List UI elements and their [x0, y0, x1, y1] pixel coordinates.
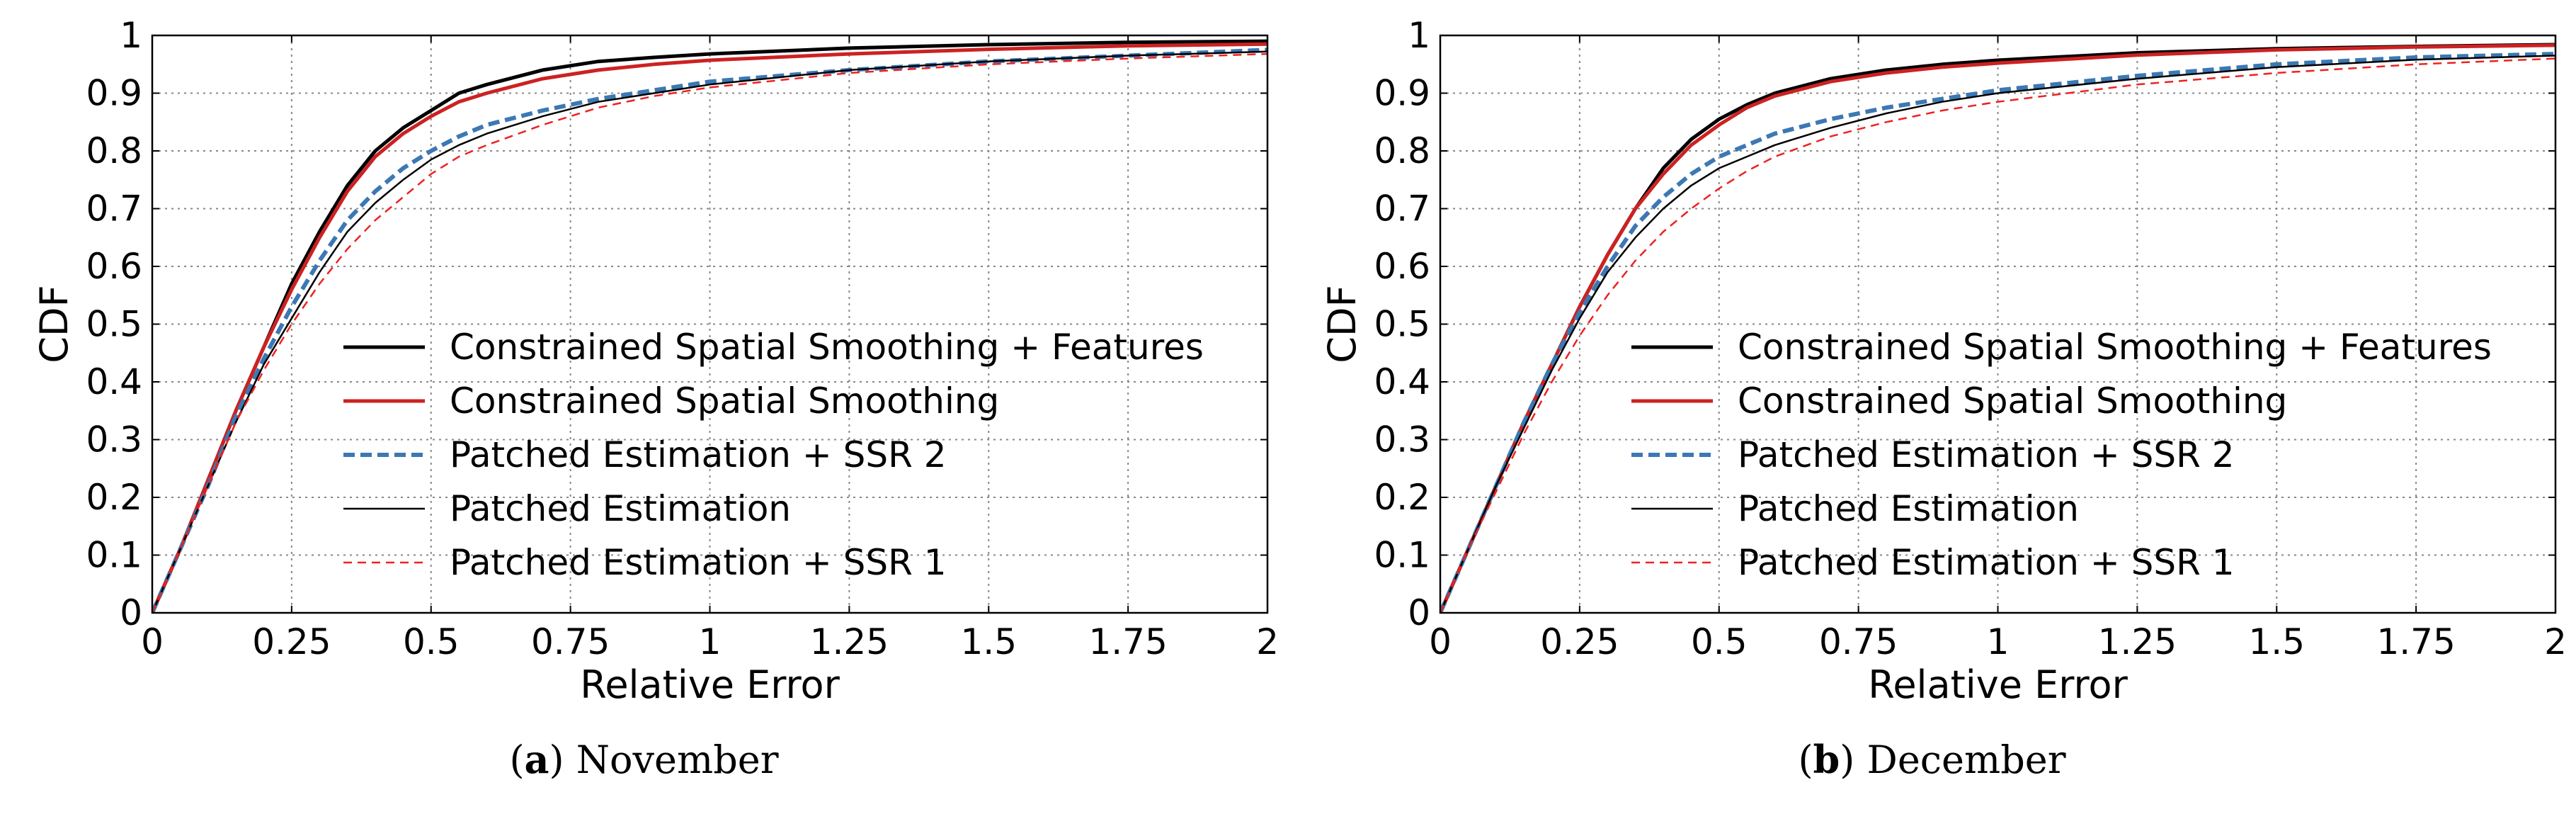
legend: Constrained Spatial Smoothing + Features…	[343, 327, 1204, 583]
x-tick-label: 1.25	[2098, 621, 2177, 662]
axes: 0 0.25 0.5 0.75 1 1.25 1.5 1.75 2 0 0.1 0.2 0.3 0.4 0.…	[86, 15, 1278, 662]
y-tick-label: 0.1	[86, 535, 142, 576]
x-tick-label: 2	[1256, 621, 1279, 662]
y-tick-label: 0.7	[1374, 188, 1430, 230]
legend-label-4: Patched Estimation	[1738, 488, 2079, 529]
y-tick-label: 0.2	[86, 477, 142, 518]
plot-frame	[1439, 34, 2557, 614]
legend-label-4: Patched Estimation	[450, 488, 791, 529]
legend-label-2: Constrained Spatial Smoothing	[450, 380, 999, 422]
series-line-3	[152, 47, 1267, 613]
caption-november: (a) November	[509, 737, 779, 782]
series-line-5	[152, 52, 1267, 613]
panel-label: b	[1813, 737, 1840, 782]
x-tick-label: 1	[1987, 621, 2010, 662]
panel-november: 0 0.25 0.5 0.75 1 1.25 1.5 1.75 2 0 0.1 0.2 0.3 0.4 0.…	[32, 15, 1279, 782]
series-lines	[1440, 43, 2555, 613]
y-axis-label: CDF	[32, 285, 76, 363]
y-tick-label: 0.7	[86, 188, 142, 230]
plot-frame	[151, 34, 1269, 614]
y-tick-label: 0.8	[86, 130, 142, 171]
y-tick-label: 0.5	[1374, 304, 1430, 345]
series-line-4	[1440, 55, 2555, 613]
caption-text: November	[576, 738, 779, 782]
x-tick-label: 1	[699, 621, 722, 662]
y-tick-label: 0.9	[1374, 73, 1430, 114]
y-tick-label: 0	[1408, 592, 1430, 633]
series-line-4	[152, 50, 1267, 613]
legend-label-1: Constrained Spatial Smoothing + Features	[1738, 327, 2492, 368]
y-tick-label: 0.2	[1374, 477, 1430, 518]
y-tick-label: 0.4	[1374, 361, 1430, 402]
y-axis-label: CDF	[1320, 285, 1364, 363]
x-tick-label: 0	[141, 621, 164, 662]
y-tick-label: 0.3	[86, 419, 142, 461]
panel-december: 0 0.25 0.5 0.75 1 1.25 1.5 1.75 2 0 0.1 0.2 0.3 0.4 0.…	[1288, 0, 2576, 819]
caption-text: December	[1867, 738, 2066, 782]
x-axis-label: Relative Error	[580, 662, 840, 707]
series-lines	[152, 39, 1267, 613]
legend-label-5: Patched Estimation + SSR 1	[1738, 542, 2235, 583]
series-line-2	[152, 42, 1267, 613]
y-tick-label: 0.4	[86, 361, 142, 402]
legend-label-3: Patched Estimation + SSR 2	[1738, 434, 2235, 475]
x-tick-label: 0.75	[1819, 621, 1898, 662]
y-tick-label: 0.6	[1374, 246, 1430, 287]
x-tick-label: 1.5	[2248, 621, 2305, 662]
x-tick-label: 1.75	[2376, 621, 2455, 662]
y-tick-label: 0.3	[1374, 419, 1430, 461]
x-tick-label: 1.25	[810, 621, 889, 662]
x-tick-label: 1.5	[960, 621, 1017, 662]
x-tick-label: 0.25	[1540, 621, 1619, 662]
x-tick-label: 1.75	[1088, 621, 1167, 662]
cdf-chart-december: 0 0.25 0.5 0.75 1 1.25 1.5 1.75 2 0 0.1 0.2 0.3 0.4 0.…	[1320, 15, 2567, 707]
cdf-chart-november: 0 0.25 0.5 0.75 1 1.25 1.5 1.75 2 0 0.1 0.2 0.3 0.4 0.…	[32, 15, 1279, 707]
y-tick-label: 1	[1408, 15, 1430, 56]
legend-label-1: Constrained Spatial Smoothing + Features	[450, 327, 1204, 368]
x-tick-label: 2	[2544, 621, 2567, 662]
legend-label-5: Patched Estimation + SSR 1	[450, 542, 947, 583]
x-axis-label: Relative Error	[1868, 662, 2128, 707]
y-tick-label: 1	[120, 15, 142, 56]
y-tick-label: 0.1	[1374, 535, 1430, 576]
x-tick-label: 0	[1429, 621, 1452, 662]
caption-december: (b) December	[1798, 737, 2066, 782]
x-tick-label: 0.5	[1691, 621, 1748, 662]
axes: 0 0.25 0.5 0.75 1 1.25 1.5 1.75 2 0 0.1 0.2 0.3 0.4 0.…	[1374, 15, 2566, 662]
y-tick-label: 0.6	[86, 246, 142, 287]
legend-label-2: Constrained Spatial Smoothing	[1738, 380, 2287, 422]
y-tick-label: 0.9	[86, 73, 142, 114]
series-line-3	[1440, 52, 2555, 613]
x-tick-label: 0.25	[252, 621, 331, 662]
x-tick-label: 0.5	[403, 621, 460, 662]
legend-label-3: Patched Estimation + SSR 2	[450, 434, 947, 475]
y-tick-label: 0.5	[86, 304, 142, 345]
y-tick-label: 0	[120, 592, 142, 633]
y-tick-label: 0.8	[1374, 130, 1430, 171]
x-tick-label: 0.75	[531, 621, 610, 662]
legend: Constrained Spatial Smoothing + Features…	[1631, 327, 2492, 583]
panel-label: a	[524, 737, 549, 782]
series-line-5	[1440, 57, 2555, 613]
